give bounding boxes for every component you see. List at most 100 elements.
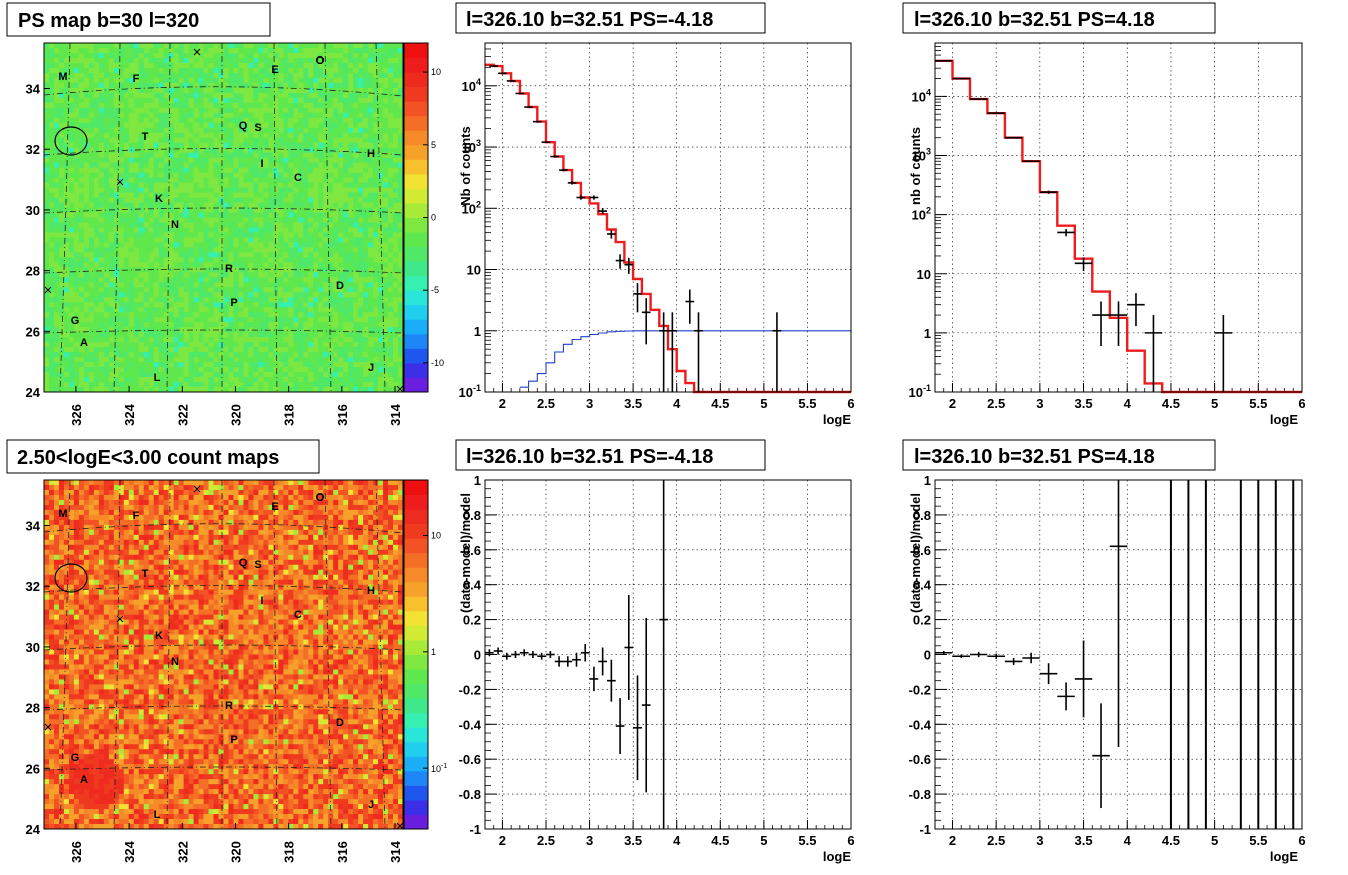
heatmap-cell	[93, 187, 100, 193]
heatmap-cell	[298, 272, 304, 278]
heatmap-cell	[78, 282, 85, 288]
heatmap-cell	[58, 162, 65, 169]
heatmap-cell	[53, 257, 60, 263]
heatmap-cell	[388, 157, 394, 164]
heatmap-cell	[323, 117, 329, 124]
heatmap-cell	[243, 87, 249, 94]
heatmap-cell	[373, 347, 379, 353]
heatmap-cell	[153, 72, 160, 79]
heatmap-cell	[128, 237, 135, 243]
heatmap-cell	[108, 187, 115, 193]
heatmap-cell	[178, 312, 185, 318]
heatmap-cell	[358, 352, 364, 358]
heatmap-cell	[183, 327, 189, 333]
heatmap-cell	[273, 312, 279, 318]
heatmap-cell	[198, 282, 204, 288]
heatmap-cell	[318, 302, 324, 308]
heatmap-cell	[293, 257, 299, 263]
heatmap-cell	[63, 92, 70, 99]
heatmap-cell	[248, 272, 254, 278]
heatmap-cell	[368, 347, 374, 353]
heatmap-cell	[78, 362, 85, 368]
heatmap-cell	[283, 52, 289, 59]
heatmap-cell	[53, 297, 60, 303]
heatmap-cell	[228, 157, 234, 164]
heatmap-cell	[358, 302, 364, 308]
heatmap-cell	[183, 302, 189, 308]
heatmap-cell	[88, 202, 95, 208]
heatmap-cell	[128, 362, 135, 368]
heatmap-cell	[323, 212, 329, 218]
heatmap-cell	[368, 282, 374, 288]
heatmap-cell	[103, 367, 110, 373]
heatmap-cell	[228, 152, 234, 159]
heatmap-cell	[308, 352, 314, 358]
heatmap-cell	[203, 332, 209, 338]
heatmap-cell	[168, 297, 175, 303]
heatmap-cell	[258, 332, 264, 338]
heatmap-cell	[44, 167, 50, 174]
heatmap-cell	[278, 82, 284, 89]
heatmap-cell	[378, 377, 384, 383]
heatmap-cell	[78, 217, 85, 223]
heatmap-cell	[218, 317, 224, 323]
heatmap-cell	[288, 382, 294, 388]
heatmap-cell	[253, 252, 259, 258]
heatmap-cell	[233, 77, 239, 84]
heatmap-cell	[123, 337, 130, 343]
heatmap-cell	[393, 127, 399, 134]
heatmap-cell	[278, 277, 284, 283]
heatmap-cell	[318, 162, 324, 169]
heatmap-cell	[103, 222, 110, 228]
heatmap-cell	[213, 72, 219, 79]
heatmap-cell	[113, 82, 120, 89]
heatmap-cell	[193, 312, 199, 318]
heatmap-cell	[218, 372, 224, 378]
heatmap-cell	[363, 72, 369, 79]
heatmap-cell	[44, 372, 50, 378]
heatmap-cell	[168, 352, 175, 358]
heatmap-cell	[58, 387, 65, 393]
heatmap-cell	[258, 77, 264, 84]
heatmap-cell	[393, 47, 399, 54]
heatmap-cell	[253, 77, 259, 84]
heatmap-cell	[363, 67, 369, 74]
heatmap-cell	[98, 232, 105, 238]
heatmap-cell	[103, 62, 110, 69]
heatmap-cell	[78, 372, 85, 378]
heatmap-cell	[213, 112, 219, 119]
heatmap-cell	[128, 187, 135, 193]
heatmap-cell	[303, 192, 309, 198]
heatmap-cell	[88, 97, 95, 104]
heatmap-cell	[313, 152, 319, 159]
heatmap-cell	[178, 262, 185, 268]
heatmap-cell	[368, 222, 374, 228]
heatmap-cell	[148, 52, 155, 59]
heatmap-cell	[103, 322, 110, 328]
heatmap-cell	[378, 192, 384, 198]
heatmap-cell	[333, 217, 339, 223]
heatmap-cell	[153, 177, 160, 183]
heatmap-cell	[53, 277, 60, 283]
heatmap-cell	[183, 52, 189, 59]
heatmap-cell	[328, 47, 334, 54]
heatmap-cell	[228, 137, 234, 144]
heatmap-cell	[113, 102, 120, 109]
heatmap-cell	[188, 267, 194, 273]
heatmap-cell	[373, 47, 379, 54]
heatmap-cell	[93, 357, 100, 363]
heatmap-cell	[148, 87, 155, 94]
heatmap-cell	[153, 252, 160, 258]
heatmap-cell	[318, 212, 324, 218]
heatmap-cell	[348, 377, 354, 383]
heatmap-cell	[273, 92, 279, 99]
heatmap-cell	[258, 57, 264, 64]
heatmap-cell	[393, 307, 399, 313]
heatmap-cell	[383, 97, 389, 104]
heatmap-cell	[128, 152, 135, 159]
heatmap-cell	[233, 212, 239, 218]
heatmap-cell	[333, 82, 339, 89]
heatmap-cell	[373, 302, 379, 308]
heatmap-cell	[368, 182, 374, 188]
heatmap-cell	[83, 357, 90, 363]
